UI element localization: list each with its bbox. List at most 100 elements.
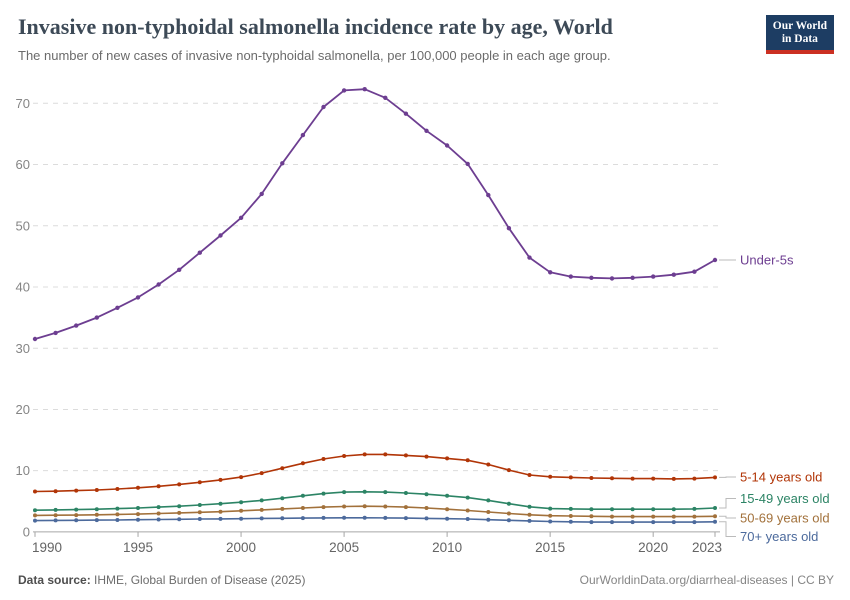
data-point-5-14-years-old-2011[interactable]	[465, 458, 470, 463]
data-point-15-49-years-old-2007[interactable]	[383, 490, 388, 495]
data-point-15-49-years-old-2004[interactable]	[321, 491, 326, 496]
data-point-15-49-years-old-1991[interactable]	[53, 507, 58, 512]
legend-label-70-years-old[interactable]: 70+ years old	[740, 529, 818, 544]
data-point-15-49-years-old-2015[interactable]	[548, 506, 553, 511]
data-point-5-14-years-old-2002[interactable]	[280, 466, 285, 471]
data-point-5-14-years-old-2022[interactable]	[692, 476, 697, 481]
attribution-note[interactable]: OurWorldinData.org/diarrheal-diseases | …	[579, 573, 834, 587]
data-point-70-years-old-2020[interactable]	[651, 520, 656, 525]
data-point-15-49-years-old-1999[interactable]	[218, 501, 223, 506]
data-point-70-years-old-2001[interactable]	[259, 516, 264, 521]
data-point-50-69-years-old-2021[interactable]	[671, 514, 676, 519]
data-point-5-14-years-old-1996[interactable]	[156, 484, 161, 489]
data-point-50-69-years-old-2001[interactable]	[259, 507, 264, 512]
data-point-15-49-years-old-1996[interactable]	[156, 505, 161, 510]
data-point-50-69-years-old-2022[interactable]	[692, 514, 697, 519]
data-point-15-49-years-old-2022[interactable]	[692, 506, 697, 511]
data-point-50-69-years-old-1998[interactable]	[197, 510, 202, 515]
series-line-15-49-years-old[interactable]	[34, 490, 716, 512]
data-point-70-years-old-2006[interactable]	[362, 515, 367, 520]
data-point-70-years-old-2000[interactable]	[239, 516, 244, 521]
data-point-70-years-old-2021[interactable]	[671, 520, 676, 525]
data-point-5-14-years-old-2018[interactable]	[610, 476, 614, 481]
data-point-under-5s-2021[interactable]	[671, 272, 676, 277]
data-point-15-49-years-old-2021[interactable]	[671, 507, 676, 512]
data-point-under-5s-2015[interactable]	[548, 270, 553, 275]
data-point-15-49-years-old-2011[interactable]	[465, 495, 470, 500]
data-point-15-49-years-old-2018[interactable]	[610, 507, 614, 512]
data-point-15-49-years-old-2005[interactable]	[342, 490, 347, 495]
data-point-70-years-old-2010[interactable]	[445, 516, 450, 521]
data-point-under-5s-1999[interactable]	[218, 233, 223, 238]
data-point-50-69-years-old-1996[interactable]	[156, 511, 161, 516]
data-point-5-14-years-old-1998[interactable]	[197, 480, 202, 485]
data-point-5-14-years-old-1995[interactable]	[136, 485, 140, 490]
data-point-50-69-years-old-2002[interactable]	[280, 506, 285, 511]
data-point-70-years-old-2014[interactable]	[527, 518, 532, 523]
data-point-15-49-years-old-2013[interactable]	[506, 501, 511, 506]
data-point-50-69-years-old-2018[interactable]	[610, 514, 614, 519]
data-point-5-14-years-old-2007[interactable]	[383, 452, 388, 457]
data-point-15-49-years-old-2020[interactable]	[651, 507, 656, 512]
data-point-5-14-years-old-2021[interactable]	[671, 476, 676, 481]
data-point-5-14-years-old-2004[interactable]	[321, 457, 326, 461]
data-point-50-69-years-old-1994[interactable]	[115, 512, 120, 517]
data-point-under-5s-2019[interactable]	[630, 275, 635, 280]
data-point-50-69-years-old-2006[interactable]	[362, 504, 367, 509]
data-point-under-5s-1998[interactable]	[197, 250, 202, 255]
data-point-15-49-years-old-1993[interactable]	[94, 507, 99, 512]
data-point-under-5s-2004[interactable]	[321, 104, 326, 110]
data-point-50-69-years-old-1991[interactable]	[53, 513, 58, 518]
data-point-5-14-years-old-1999[interactable]	[218, 477, 223, 482]
data-point-5-14-years-old-2019[interactable]	[630, 476, 635, 481]
data-point-under-5s-2020[interactable]	[651, 274, 656, 279]
data-point-70-years-old-2003[interactable]	[300, 516, 305, 521]
data-point-70-years-old-1991[interactable]	[53, 518, 58, 523]
data-point-under-5s-2010[interactable]	[444, 143, 450, 148]
data-point-5-14-years-old-1991[interactable]	[53, 489, 58, 494]
data-point-70-years-old-2015[interactable]	[548, 519, 553, 524]
data-point-15-49-years-old-1998[interactable]	[197, 503, 202, 507]
data-point-50-69-years-old-2003[interactable]	[300, 506, 305, 510]
data-point-15-49-years-old-2010[interactable]	[445, 493, 450, 498]
data-point-under-5s-2018[interactable]	[609, 276, 615, 281]
data-point-70-years-old-2023[interactable]	[713, 519, 717, 524]
data-point-50-69-years-old-2008[interactable]	[403, 505, 408, 510]
data-point-70-years-old-2004[interactable]	[321, 515, 326, 520]
data-point-5-14-years-old-2009[interactable]	[424, 454, 429, 459]
data-point-5-14-years-old-1990[interactable]	[33, 489, 37, 494]
data-point-70-years-old-2019[interactable]	[630, 520, 635, 525]
data-point-15-49-years-old-2008[interactable]	[403, 491, 408, 495]
data-point-15-49-years-old-2012[interactable]	[486, 498, 491, 503]
data-point-70-years-old-1994[interactable]	[115, 518, 120, 522]
data-point-5-14-years-old-2015[interactable]	[548, 474, 553, 479]
data-point-70-years-old-2008[interactable]	[403, 516, 408, 521]
data-point-5-14-years-old-2016[interactable]	[568, 475, 573, 480]
data-point-70-years-old-2007[interactable]	[383, 515, 388, 520]
data-point-15-49-years-old-1990[interactable]	[33, 508, 37, 513]
data-point-under-5s-2003[interactable]	[300, 132, 306, 138]
data-point-under-5s-2023[interactable]	[712, 257, 718, 263]
series-line-5-14-years-old[interactable]	[34, 453, 716, 493]
data-point-50-69-years-old-2020[interactable]	[651, 514, 656, 519]
data-point-50-69-years-old-2010[interactable]	[445, 507, 450, 512]
data-point-50-69-years-old-2014[interactable]	[527, 512, 532, 517]
data-point-50-69-years-old-2013[interactable]	[506, 511, 511, 516]
data-point-50-69-years-old-2012[interactable]	[486, 510, 491, 514]
data-point-50-69-years-old-1997[interactable]	[177, 510, 182, 515]
data-point-70-years-old-2013[interactable]	[506, 518, 511, 523]
data-point-under-5s-1994[interactable]	[115, 305, 120, 310]
data-point-70-years-old-2009[interactable]	[424, 516, 429, 521]
data-point-50-69-years-old-2000[interactable]	[239, 508, 244, 513]
data-point-under-5s-1993[interactable]	[94, 315, 100, 320]
data-point-50-69-years-old-2019[interactable]	[630, 514, 635, 519]
data-point-15-49-years-old-1997[interactable]	[177, 504, 182, 509]
data-point-15-49-years-old-2016[interactable]	[568, 506, 573, 511]
data-point-70-years-old-2011[interactable]	[465, 517, 470, 521]
data-point-under-5s-2001[interactable]	[259, 191, 264, 197]
data-point-under-5s-2017[interactable]	[589, 275, 594, 280]
legend-label-under-5s[interactable]: Under-5s	[740, 253, 794, 268]
data-point-5-14-years-old-1994[interactable]	[115, 487, 120, 491]
data-point-15-49-years-old-2009[interactable]	[424, 492, 429, 497]
data-point-15-49-years-old-2014[interactable]	[527, 504, 532, 509]
